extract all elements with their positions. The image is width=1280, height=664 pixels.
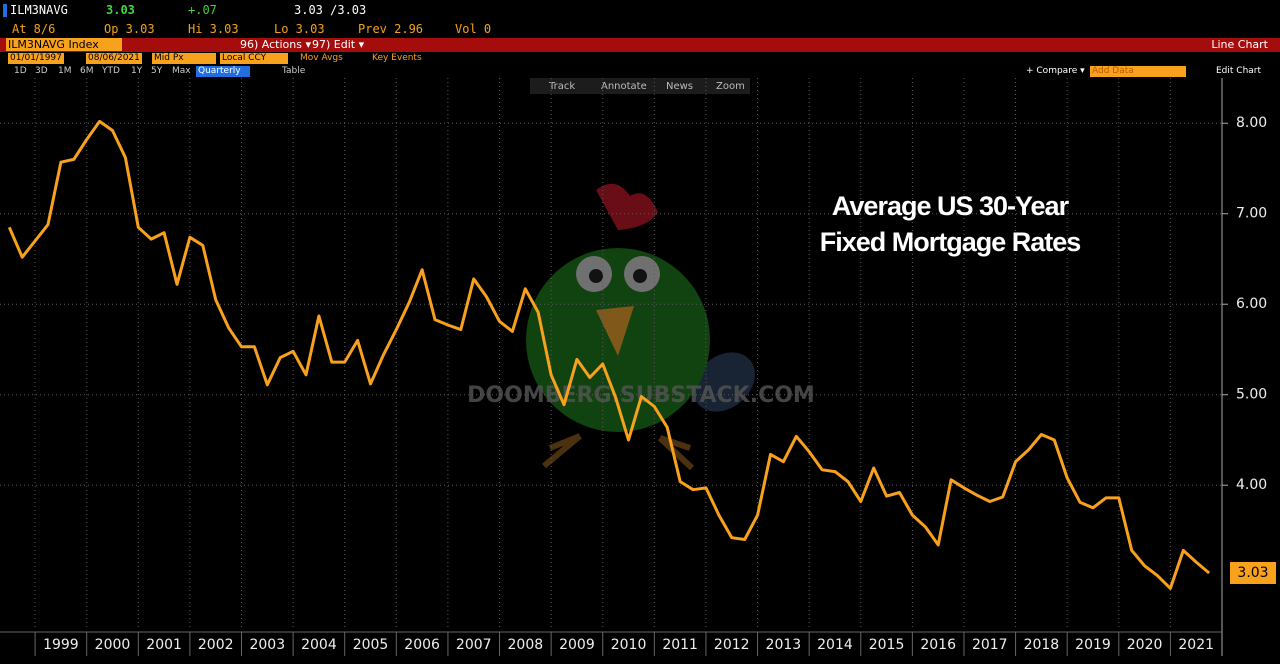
y-tick-label: 6.00 [1236, 296, 1267, 312]
compare-button[interactable]: + Compare ▾ [1026, 66, 1085, 76]
table-button[interactable]: Table [282, 66, 306, 76]
x-tick-label: 2014 [817, 637, 853, 653]
change: +.07 [188, 3, 217, 17]
price-field[interactable]: Mid Px [152, 53, 216, 64]
y-tick-label: 8.00 [1236, 115, 1267, 131]
chart: Track Annotate News ZoomDOOMBERG.SUBSTACK.C… [0, 78, 1280, 664]
chart-title: Average US 30-Year [832, 191, 1070, 221]
start-date[interactable]: 01/01/1997 [8, 53, 64, 64]
x-tick-label: 2004 [301, 637, 337, 653]
range-button[interactable]: Max [172, 66, 191, 76]
range-button[interactable]: YTD [102, 66, 120, 76]
x-tick-label: 2020 [1127, 637, 1163, 653]
range-button[interactable]: 1Y [131, 66, 143, 76]
x-tick-label: 1999 [43, 637, 79, 653]
marker [3, 4, 7, 17]
current-value-label: 3.03 [1237, 565, 1268, 581]
x-tick-label: 2008 [508, 637, 544, 653]
x-tick-label: 2005 [353, 637, 389, 653]
tool-button[interactable]: Zoom [716, 81, 745, 92]
mov-avgs[interactable]: Mov Avgs [300, 53, 343, 63]
quote-details: At 8/6 Op 3.03 Hi 3.03 Lo 3.03 Prev 2.96… [0, 20, 1280, 38]
y-tick-label: 4.00 [1236, 477, 1267, 493]
view-name: Line Chart [1211, 38, 1268, 51]
range-button[interactable]: 3D [35, 66, 48, 76]
tool-button[interactable]: News [666, 81, 693, 92]
open: Op 3.03 [104, 22, 155, 36]
period[interactable]: Quarterly ▼ [196, 66, 250, 87]
logo [526, 183, 755, 471]
x-tick-label: 2009 [559, 637, 595, 653]
end-date[interactable]: 08/06/2021 [86, 53, 142, 64]
x-tick-label: 2002 [198, 637, 234, 653]
menu-bar: ILM3NAVG Index 96) Actions ▾ 97) Edit ▾ … [0, 38, 1280, 52]
x-tick-label: 2018 [1024, 637, 1060, 653]
data-line [7, 119, 1211, 590]
settings-bar: 01/01/1997 08/06/2021 Mid Px Local CCY M… [0, 52, 1280, 65]
range-button[interactable]: 1D [14, 66, 27, 76]
security-field[interactable]: ILM3NAVG Index [6, 38, 122, 51]
range-button[interactable]: 5Y [151, 66, 163, 76]
x-tick-label: 2012 [714, 637, 750, 653]
x-tick-label: 2006 [404, 637, 440, 653]
x-tick-label: 2010 [611, 637, 647, 653]
actions-menu[interactable]: 96) Actions ▾ [240, 38, 311, 51]
x-tick-label: 2016 [920, 637, 956, 653]
key-events[interactable]: Key Events [372, 53, 422, 63]
x-tick-label: 2001 [146, 637, 182, 653]
at: At 8/6 [12, 22, 56, 36]
low: Lo 3.03 [274, 22, 325, 36]
last-price: 3.03 [106, 3, 135, 17]
x-tick-label: 2013 [766, 637, 802, 653]
prev: Prev 2.96 [358, 22, 424, 36]
x-tick-label: 2017 [972, 637, 1008, 653]
x-tick-label: 2011 [662, 637, 698, 653]
edit-menu[interactable]: 97) Edit ▾ [312, 38, 365, 51]
x-tick-label: 2003 [249, 637, 285, 653]
chart-title: Fixed Mortgage Rates [820, 227, 1081, 257]
range-button[interactable]: 6M [80, 66, 94, 76]
range-button[interactable]: 1M [58, 66, 72, 76]
high: Hi 3.03 [188, 22, 239, 36]
y-tick-label: 5.00 [1236, 387, 1267, 403]
quote-bar: ILM3NAVG 3.03 +.07 3.03 /3.03 [0, 0, 1280, 20]
range-bar: Quarterly ▼ Table + Compare ▾ Add Data E… [0, 65, 1280, 87]
currency[interactable]: Local CCY [220, 53, 288, 64]
x-tick-label: 2000 [95, 637, 131, 653]
add-data[interactable]: Add Data [1090, 66, 1186, 77]
bid-ask: 3.03 /3.03 [294, 3, 367, 17]
tool-button[interactable]: Track [548, 81, 575, 92]
x-tick-label: 2015 [869, 637, 905, 653]
tool-button[interactable]: Annotate [601, 81, 647, 92]
x-tick-label: 2007 [456, 637, 492, 653]
x-tick-label: 2021 [1178, 637, 1214, 653]
toolbar [530, 78, 750, 94]
volume: Vol 0 [455, 22, 492, 36]
ticker: ILM3NAVG [10, 3, 68, 17]
edit-chart[interactable]: Edit Chart [1216, 66, 1262, 76]
current-value-box [1230, 561, 1276, 584]
y-tick-label: 7.00 [1236, 206, 1267, 222]
x-tick-label: 2019 [1075, 637, 1111, 653]
